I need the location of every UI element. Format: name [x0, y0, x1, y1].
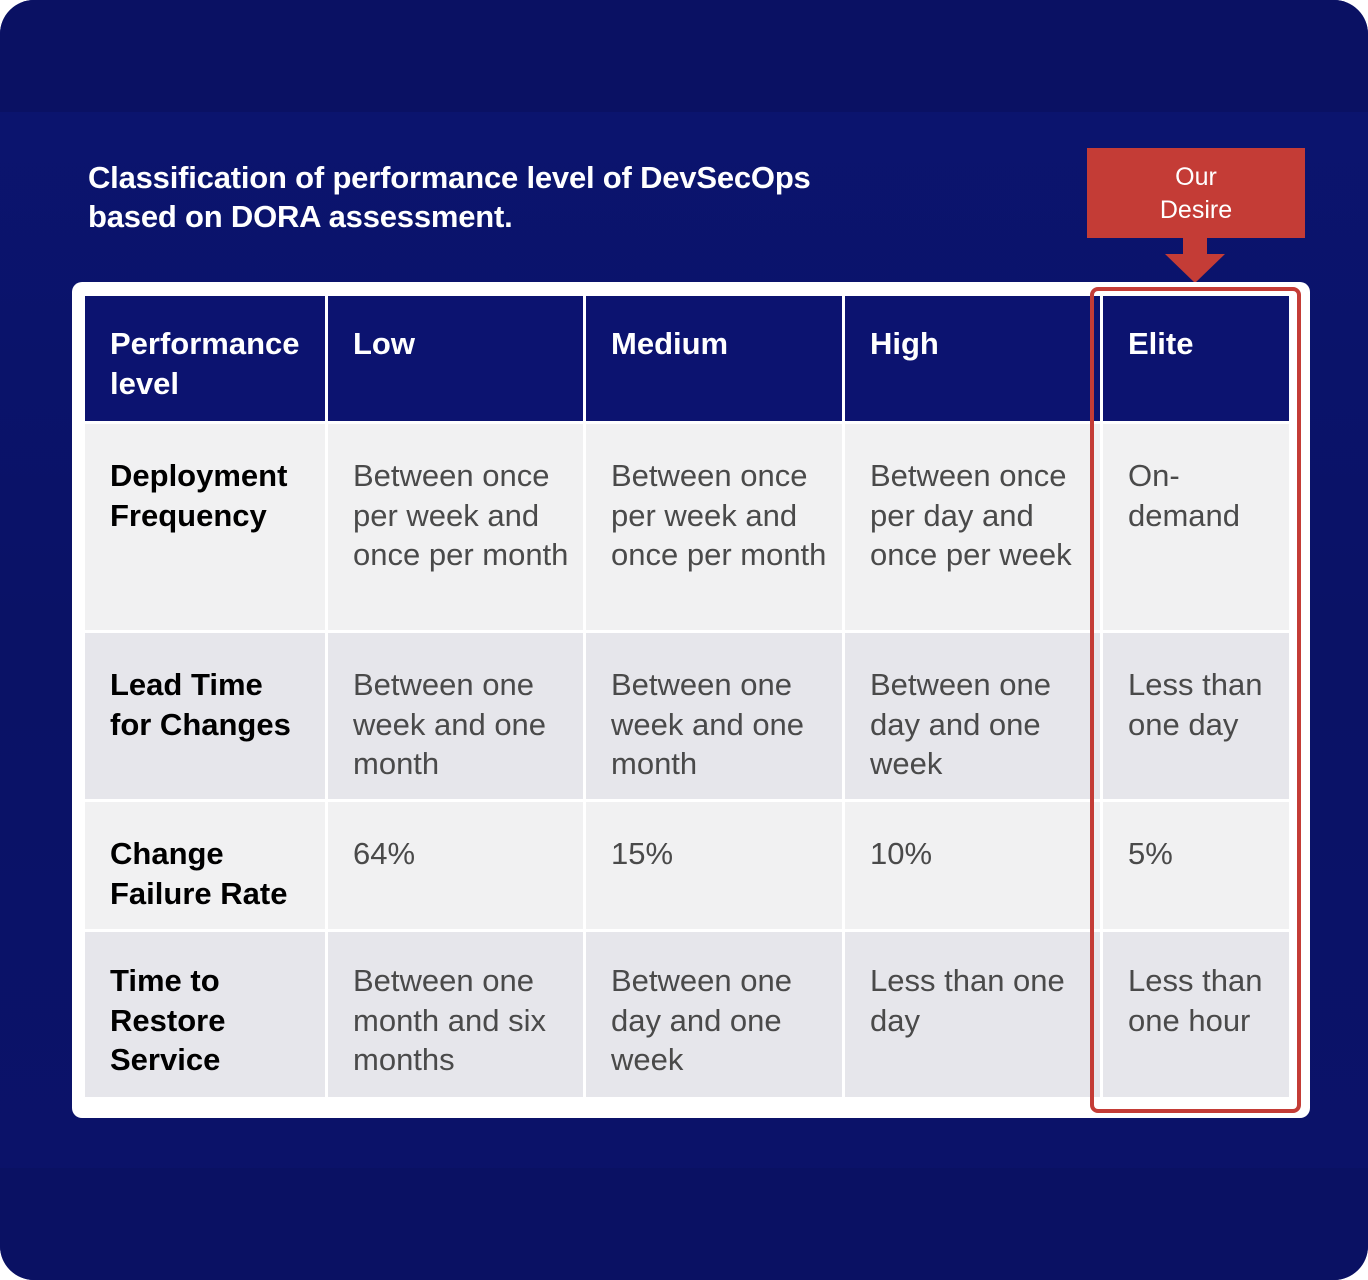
header-elite: Elite	[1103, 296, 1289, 424]
down-arrow-icon	[1165, 236, 1225, 283]
elite-highlight-box	[1090, 287, 1301, 1113]
callout-label-line-1: Our	[1175, 163, 1217, 191]
header-low: Low	[328, 296, 586, 424]
row-label-deployment-frequency: Deployment Frequency	[85, 424, 328, 633]
bottom-band	[0, 1168, 1368, 1280]
row-label-lead-time: Lead Time for Changes	[85, 633, 328, 802]
slide-title-line-2: based on DORA assessment.	[88, 199, 513, 234]
cell-high: Between one day and one week	[845, 633, 1103, 802]
header-medium: Medium	[586, 296, 845, 424]
cell-medium: Between one week and one month	[586, 633, 845, 802]
table-row: Deployment Frequency Between once per we…	[85, 424, 1289, 633]
callout-label: Our Desire	[1087, 161, 1305, 227]
row-label-time-to-restore: Time to Restore Service	[85, 932, 328, 1097]
cell-high: Between once per day and once per week	[845, 424, 1103, 633]
table-header-row: Performance level Low Medium High Elite	[85, 296, 1289, 424]
cell-high: Less than one day	[845, 932, 1103, 1097]
cell-elite: Less than one hour	[1103, 932, 1289, 1097]
cell-low: Between once per week and once per month	[328, 424, 586, 633]
cell-elite: On-demand	[1103, 424, 1289, 633]
slide-title: Classification of performance level of D…	[88, 158, 908, 236]
table-row: Time to Restore Service Between one mont…	[85, 932, 1289, 1097]
cell-elite: Less than one day	[1103, 633, 1289, 802]
callout-label-line-2: Desire	[1159, 196, 1233, 224]
cell-low: Between one week and one month	[328, 633, 586, 802]
cell-medium: Between once per week and once per month	[586, 424, 845, 633]
performance-table: Performance level Low Medium High Elite …	[85, 296, 1289, 1097]
cell-high: 10%	[845, 802, 1103, 932]
table-row: Change Failure Rate 64% 15% 10% 5%	[85, 802, 1289, 932]
cell-low: 64%	[328, 802, 586, 932]
header-performance-level: Performance level	[85, 296, 328, 424]
our-desire-callout: Our Desire	[1087, 148, 1305, 238]
table-row: Lead Time for Changes Between one week a…	[85, 633, 1289, 802]
cell-medium: 15%	[586, 802, 845, 932]
top-band	[0, 0, 1368, 112]
cell-medium: Between one day and one week	[586, 932, 845, 1097]
cell-low: Between one month and six months	[328, 932, 586, 1097]
header-high: High	[845, 296, 1103, 424]
slide-title-line-1: Classification of performance level of D…	[88, 160, 811, 195]
row-label-change-failure-rate: Change Failure Rate	[85, 802, 328, 932]
cell-elite: 5%	[1103, 802, 1289, 932]
